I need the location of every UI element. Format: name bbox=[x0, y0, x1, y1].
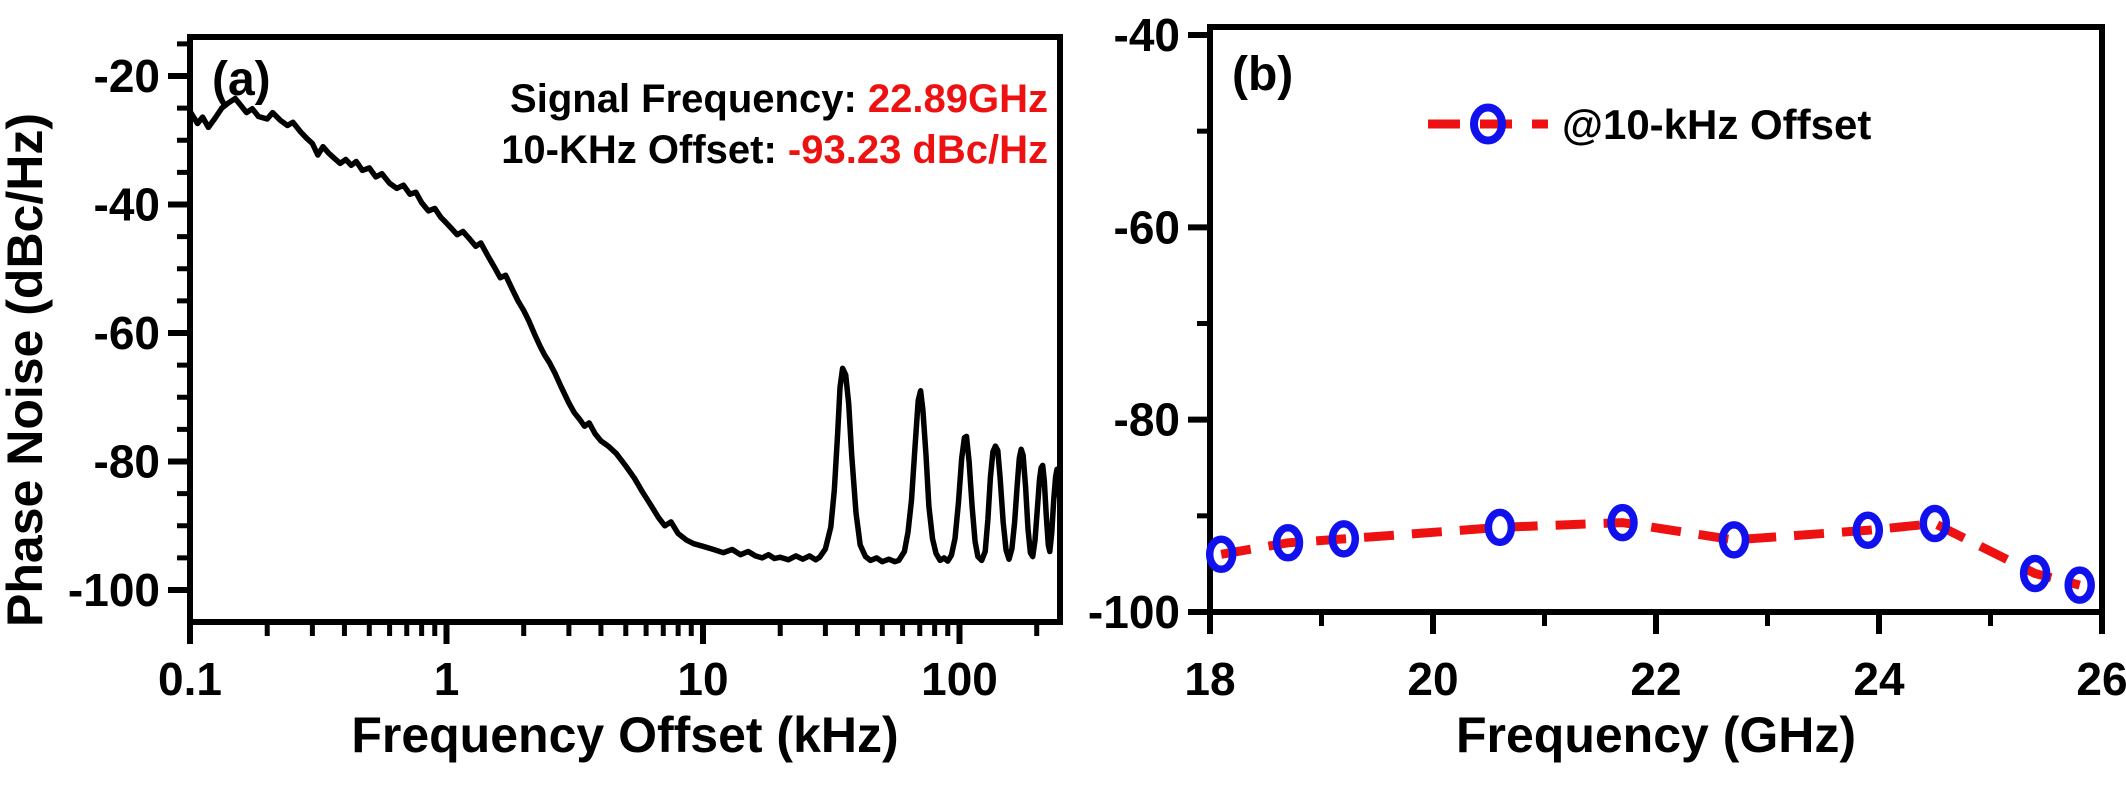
panel-b-ticks bbox=[1188, 32, 2105, 634]
y-tick-label: -80 bbox=[1114, 394, 1180, 446]
phase-noise-curve bbox=[187, 95, 1063, 565]
panel-a-yaxis-title: Phase Noise (dBc/Hz) bbox=[0, 113, 53, 627]
x-tick-label: 100 bbox=[921, 653, 998, 705]
x-tick-label: 18 bbox=[1184, 653, 1235, 705]
data-point-circle-marker bbox=[1484, 508, 1516, 547]
data-point-circle-marker bbox=[1919, 504, 1951, 543]
offset-noise-markers bbox=[1205, 503, 2095, 604]
y-tick-label: -80 bbox=[94, 436, 160, 488]
panel-a: 0.1 1 10 100 -20 -40 -60 -80 -100 (a) Signal Fre… bbox=[0, 34, 1063, 763]
y-tick-label: -40 bbox=[1114, 9, 1180, 61]
panel-b-legend: @10-kHz Offset bbox=[1428, 101, 1871, 148]
x-tick-label: 1 bbox=[434, 653, 460, 705]
x-tick-label: 10 bbox=[677, 653, 728, 705]
data-point-circle-marker bbox=[1205, 535, 1237, 574]
data-point-circle-marker bbox=[1328, 520, 1360, 558]
panel-b-label: (b) bbox=[1232, 48, 1293, 101]
data-point-circle-marker bbox=[1607, 503, 1638, 542]
x-tick-label: 22 bbox=[1630, 653, 1681, 705]
panel-b-tick-labels: 18 20 22 24 26 -40 -60 -80 -100 bbox=[1088, 9, 2126, 705]
y-tick-label: -100 bbox=[68, 564, 160, 616]
panel-b-xaxis-title: Frequency (GHz) bbox=[1456, 707, 1856, 763]
y-tick-label: -20 bbox=[94, 50, 160, 102]
panel-a-ticks bbox=[168, 41, 1040, 644]
legend-circle-marker-icon bbox=[1470, 103, 1506, 145]
y-tick-label: -100 bbox=[1088, 586, 1180, 638]
data-point-circle-marker bbox=[1718, 521, 1750, 559]
panel-a-label: (a) bbox=[212, 53, 271, 106]
x-tick-label: 20 bbox=[1407, 653, 1458, 705]
data-point-circle-marker bbox=[1852, 511, 1884, 550]
annotation-signal-frequency-prefix: Signal Frequency: bbox=[510, 77, 868, 121]
x-tick-label: 0.1 bbox=[158, 653, 222, 705]
data-point-circle-marker bbox=[1272, 524, 1304, 562]
y-tick-label: -60 bbox=[1114, 201, 1180, 253]
annotation-signal-frequency-value: 22.89GHz bbox=[868, 77, 1048, 121]
annotation-offset-noise-prefix: 10-KHz Offset: bbox=[501, 128, 788, 172]
legend-label: @10-kHz Offset bbox=[1562, 101, 1871, 148]
data-point-circle-marker bbox=[2064, 566, 2095, 604]
offset-noise-dashed-line bbox=[1220, 518, 2081, 590]
annotation-offset-noise-value: -93.23 dBc/Hz bbox=[788, 128, 1048, 172]
y-tick-label: -60 bbox=[94, 307, 160, 359]
x-tick-label: 24 bbox=[1853, 653, 1905, 705]
data-point-circle-marker bbox=[2019, 554, 2051, 593]
panel-a-tick-labels: 0.1 1 10 100 -20 -40 -60 -80 -100 bbox=[68, 50, 998, 705]
annotation-offset-noise: 10-KHz Offset: -93.23 dBc/Hz bbox=[501, 128, 1048, 172]
panel-a-xaxis-title: Frequency Offset (kHz) bbox=[351, 707, 898, 763]
x-tick-label: 26 bbox=[2076, 653, 2126, 705]
y-tick-label: -40 bbox=[94, 179, 160, 231]
panel-b: 18 20 22 24 26 -40 -60 -80 -100 (b) @10-kHz Offs… bbox=[1088, 9, 2126, 763]
annotation-signal-frequency: Signal Frequency: 22.89GHz bbox=[510, 77, 1048, 121]
